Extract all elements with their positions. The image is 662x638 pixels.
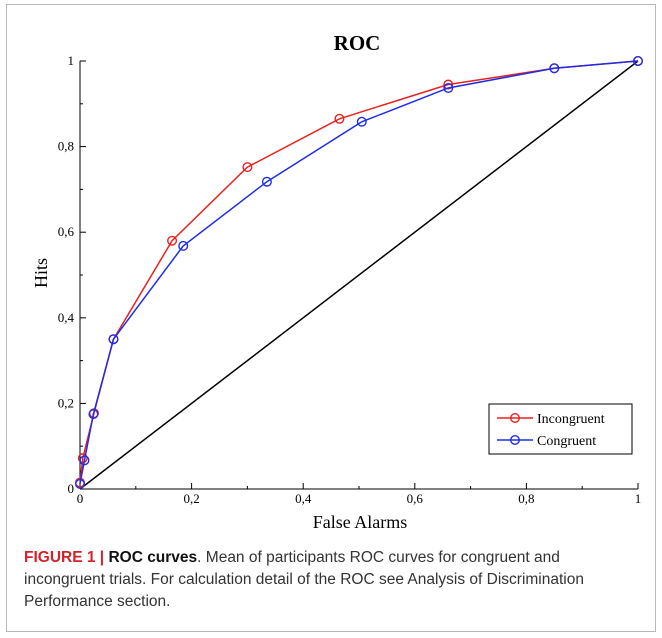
series-line-incongruent — [79, 60, 639, 483]
data-point-congruent — [443, 82, 454, 93]
data-point-congruent — [549, 63, 560, 74]
legend-label: Incongruent — [537, 412, 605, 427]
y-axis-label: Hits — [31, 258, 51, 288]
legend-swatch-marker — [510, 435, 521, 446]
x-axis-label: False Alarms — [313, 512, 408, 532]
y-tick-label: 0 — [68, 481, 75, 496]
x-tick-label: 0,6 — [407, 491, 424, 506]
figure-caption: FIGURE 1 | ROC curves. Mean of participa… — [24, 547, 634, 613]
legend-label: Congruent — [537, 434, 596, 449]
legend: Incongruent Congruent — [488, 403, 633, 455]
data-point-incongruent — [167, 235, 178, 246]
data-point-congruent — [74, 478, 85, 489]
data-point-incongruent — [334, 113, 345, 124]
y-tick-label: 0,4 — [58, 310, 75, 325]
y-tick-label: 0,2 — [58, 395, 74, 410]
data-point-incongruent — [242, 162, 253, 173]
x-tick-label: 0,4 — [295, 491, 312, 506]
legend-box — [488, 403, 633, 455]
data-point-incongruent — [443, 79, 454, 90]
x-tick-label: 1 — [635, 491, 642, 506]
chart-title: ROC — [334, 31, 381, 55]
plot-area — [74, 56, 644, 490]
figure-frame — [6, 4, 656, 632]
data-point-incongruent — [77, 453, 88, 464]
axes: 0 0,2 0,4 0,6 0,8 1 0 0,2 0,4 0,6 0,8 1 — [58, 53, 642, 506]
diagonal-chance-line — [79, 60, 639, 490]
x-tick-label: 0 — [77, 491, 84, 506]
figure-number: FIGURE 1 | — [24, 549, 109, 566]
x-tick-label: 0,8 — [518, 491, 534, 506]
y-tick-label: 0,8 — [58, 139, 74, 154]
caption-text: . Mean of participants ROC curves for co… — [24, 549, 584, 610]
y-tick-label: 1 — [68, 53, 75, 68]
y-tick-label: 0,6 — [58, 224, 75, 239]
data-point-congruent — [79, 455, 90, 466]
data-point-congruent — [261, 176, 272, 187]
data-point-congruent — [356, 116, 367, 127]
x-tick-label: 0,2 — [183, 491, 199, 506]
data-point-congruent — [178, 240, 189, 251]
data-point-congruent — [88, 409, 99, 420]
data-point-congruent — [108, 334, 119, 345]
legend-swatch-marker — [510, 413, 521, 424]
series-line-congruent — [79, 60, 639, 485]
figure-heading: ROC curves — [108, 549, 198, 566]
data-point-congruent — [633, 56, 644, 67]
